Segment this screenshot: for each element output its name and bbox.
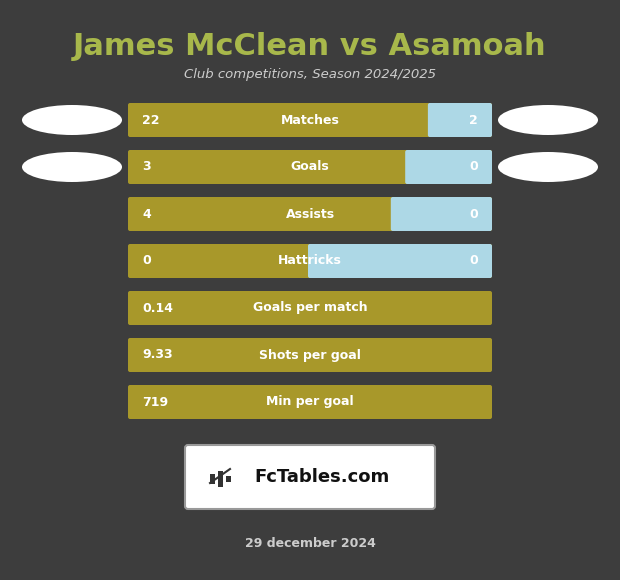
Ellipse shape: [22, 105, 122, 135]
FancyBboxPatch shape: [128, 244, 492, 278]
Ellipse shape: [498, 105, 598, 135]
Text: Goals per match: Goals per match: [253, 302, 367, 314]
Ellipse shape: [498, 152, 598, 182]
Text: 4: 4: [142, 208, 151, 220]
Text: Assists: Assists: [285, 208, 335, 220]
Text: 0: 0: [469, 161, 478, 173]
Text: Goals: Goals: [291, 161, 329, 173]
Text: 29 december 2024: 29 december 2024: [244, 537, 376, 550]
Text: Club competitions, Season 2024/2025: Club competitions, Season 2024/2025: [184, 68, 436, 81]
Text: Min per goal: Min per goal: [266, 396, 354, 408]
Text: Shots per goal: Shots per goal: [259, 349, 361, 361]
Bar: [218, 471, 223, 487]
Ellipse shape: [22, 152, 122, 182]
Text: FcTables.com: FcTables.com: [254, 468, 389, 486]
FancyBboxPatch shape: [391, 197, 492, 231]
Text: Hattricks: Hattricks: [278, 255, 342, 267]
Text: James McClean vs Asamoah: James McClean vs Asamoah: [73, 32, 547, 61]
Text: 0: 0: [142, 255, 151, 267]
FancyBboxPatch shape: [308, 244, 492, 278]
FancyBboxPatch shape: [428, 103, 492, 137]
FancyBboxPatch shape: [128, 291, 492, 325]
FancyBboxPatch shape: [185, 445, 435, 509]
FancyBboxPatch shape: [128, 103, 492, 137]
FancyBboxPatch shape: [128, 150, 492, 184]
Bar: [210, 474, 215, 484]
Text: 2: 2: [469, 114, 478, 126]
FancyBboxPatch shape: [128, 197, 492, 231]
Text: 9.33: 9.33: [142, 349, 172, 361]
Text: 0: 0: [469, 255, 478, 267]
FancyBboxPatch shape: [405, 150, 492, 184]
Bar: [226, 476, 231, 482]
Text: Matches: Matches: [281, 114, 339, 126]
Text: 3: 3: [142, 161, 151, 173]
Text: 0.14: 0.14: [142, 302, 173, 314]
FancyBboxPatch shape: [128, 338, 492, 372]
Text: 719: 719: [142, 396, 168, 408]
Text: 0: 0: [469, 208, 478, 220]
Text: 22: 22: [142, 114, 159, 126]
FancyBboxPatch shape: [128, 385, 492, 419]
